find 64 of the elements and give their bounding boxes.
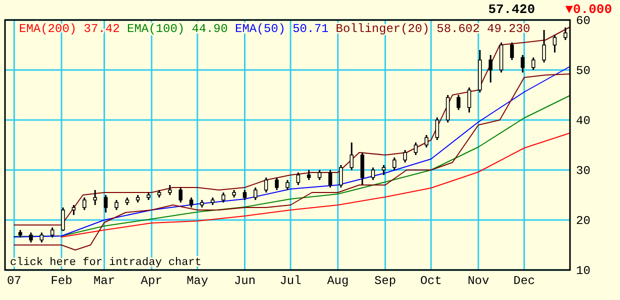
- x-tick-label: Mar: [93, 274, 116, 288]
- y-tick-label: 60: [576, 14, 590, 28]
- candlestick: [286, 179, 290, 191]
- candlestick: [510, 42, 514, 61]
- x-tick-label: Apr: [140, 274, 162, 288]
- text: 57.420: [488, 2, 536, 17]
- line-series: [14, 95, 570, 237]
- y-tick-label: 10: [576, 264, 590, 278]
- candlestick: [29, 232, 33, 244]
- candlestick: [542, 29, 546, 64]
- candlestick: [318, 169, 322, 181]
- x-tick-label: Nov: [468, 274, 490, 288]
- candlestick: [488, 54, 492, 84]
- candlestick: [178, 186, 183, 204]
- candlestick: [274, 176, 279, 191]
- candlestick: [467, 86, 472, 114]
- candlestick: [221, 192, 226, 204]
- candlestick: [82, 196, 86, 211]
- candlestick: [531, 56, 536, 71]
- candlestick: [339, 164, 343, 188]
- candlestick: [72, 204, 76, 216]
- y-tick-label: 30: [576, 164, 590, 178]
- candlestick: [40, 232, 44, 244]
- candlestick: [306, 169, 311, 181]
- candlestick: [520, 54, 525, 74]
- candlestick: [414, 142, 418, 156]
- candlestick: [382, 164, 386, 176]
- candlestick: [392, 156, 396, 171]
- candlestick: [360, 152, 364, 186]
- candlestick: [104, 194, 108, 214]
- x-tick-label: Oct: [420, 274, 442, 288]
- candlestick: [350, 142, 354, 171]
- candlestick: [61, 206, 65, 232]
- candlestick: [564, 26, 568, 41]
- y-tick-label: 40: [576, 114, 590, 128]
- candlestick: [296, 172, 300, 186]
- candlestick: [114, 199, 118, 211]
- x-tick-label: Jun: [234, 274, 256, 288]
- y-tick-label: 50: [576, 64, 590, 78]
- candlestick: [424, 134, 428, 148]
- line-series: [61, 132, 570, 238]
- x-tick-label: Feb: [50, 274, 72, 288]
- candlestick: [446, 94, 450, 124]
- candlestick: [403, 149, 407, 164]
- candlestick: [242, 189, 247, 201]
- candlestick: [189, 196, 194, 208]
- x-tick-label: May: [186, 274, 208, 288]
- y-tick-label: 20: [576, 214, 590, 228]
- candlestick: [328, 169, 332, 188]
- candlestick: [168, 184, 172, 196]
- x-tick-label: Aug: [327, 274, 349, 288]
- candlestick: [254, 186, 258, 201]
- x-tick-label: 07: [6, 274, 22, 288]
- candlestick: [456, 94, 460, 111]
- x-tick-label: Jul: [280, 274, 302, 288]
- x-tick-label: Dec: [513, 274, 535, 288]
- text: ▼0.000: [565, 2, 612, 17]
- candlestick: [371, 166, 375, 181]
- candlestick: [435, 116, 440, 141]
- candlestick: [552, 34, 557, 54]
- candlestick: [264, 176, 268, 194]
- candlestick: [93, 189, 97, 206]
- candlestick: [50, 226, 54, 238]
- x-tick-label: Sep: [374, 274, 396, 288]
